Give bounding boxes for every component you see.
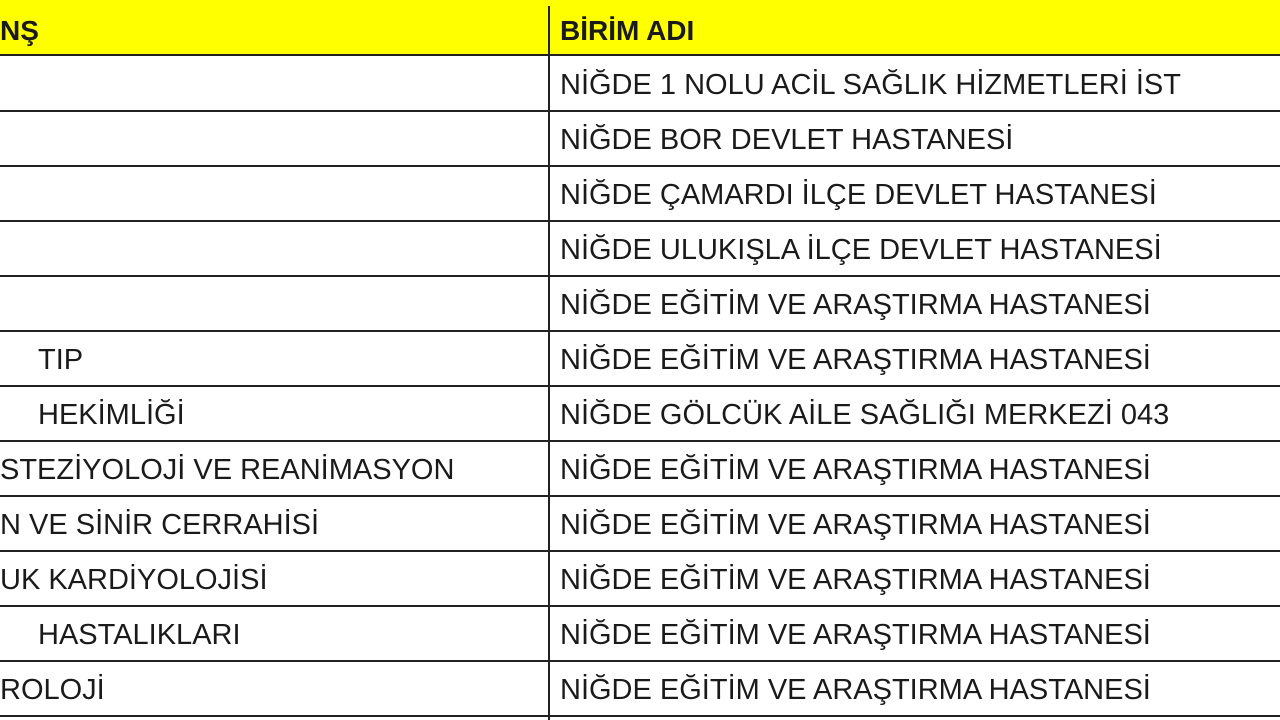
birim-adi-cell[interactable]: NİĞDE EĞİTİM VE ARAŞTIRMA HASTANESİ <box>560 289 1151 321</box>
birim-adi-cell[interactable]: NİĞDE EĞİTİM VE ARAŞTIRMA HASTANESİ <box>560 509 1151 541</box>
birim-adi-cell[interactable]: NİĞDE ÇAMARDI İLÇE DEVLET HASTANESİ <box>560 179 1157 211</box>
brans-cell[interactable]: HASTALIKLARI <box>38 619 241 651</box>
brans-cell[interactable]: N VE SİNİR CERRAHİSİ <box>0 509 320 541</box>
table-row: NİĞDE ÇAMARDI İLÇE DEVLET HASTANESİ <box>0 167 1280 222</box>
table-row: TIP NİĞDE EĞİTİM VE ARAŞTIRMA HASTANESİ <box>0 332 1280 387</box>
table-row: NİĞDE BOR DEVLET HASTANESİ <box>0 112 1280 167</box>
table-row: STEZİYOLOJİ VE REANİMASYON NİĞDE EĞİTİM V… <box>0 442 1280 497</box>
table-row: UK KARDİYOLOJİSİ NİĞDE EĞİTİM VE ARAŞTIRM… <box>0 552 1280 607</box>
birim-adi-cell[interactable]: NİĞDE 1 NOLU ACİL SAĞLIK HİZMETLERİ İST <box>560 69 1181 101</box>
table-row: NİĞDE ULUKIŞLA İLÇE DEVLET HASTANESİ <box>0 222 1280 277</box>
brans-cell[interactable]: STEZİYOLOJİ VE REANİMASYON <box>0 454 455 486</box>
header-row: NŞ BİRİM ADI <box>0 0 1280 56</box>
birim-adi-cell[interactable]: NİĞDE EĞİTİM VE ARAŞTIRMA HASTANESİ <box>560 564 1151 596</box>
brans-cell[interactable]: HEKİMLİĞİ <box>38 399 185 431</box>
birim-adi-cell[interactable]: NİĞDE GÖLCÜK AİLE SAĞLIĞI MERKEZİ 043 <box>560 399 1170 431</box>
table-row: ROLOJİ NİĞDE EĞİTİM VE ARAŞTIRMA HASTANES… <box>0 662 1280 717</box>
birim-adi-cell[interactable]: NİĞDE ULUKIŞLA İLÇE DEVLET HASTANESİ <box>560 234 1162 266</box>
brans-cell[interactable] <box>0 57 549 110</box>
brans-cell[interactable]: UK KARDİYOLOJİSİ <box>0 564 268 596</box>
birim-adi-cell[interactable]: NİĞDE EĞİTİM VE ARAŞTIRMA HASTANESİ <box>560 344 1151 376</box>
brans-cell[interactable]: ROLOJİ <box>0 674 105 706</box>
header-birim-adi[interactable]: BİRİM ADI <box>560 15 695 46</box>
table-row: HASTALIKLARI NİĞDE EĞİTİM VE ARAŞTIRMA HA… <box>0 607 1280 662</box>
brans-cell[interactable] <box>0 167 549 220</box>
brans-cell[interactable]: TIP <box>38 344 84 376</box>
brans-cell[interactable] <box>0 222 549 275</box>
header-brans[interactable]: NŞ <box>0 15 39 46</box>
birim-adi-cell[interactable]: NİĞDE EĞİTİM VE ARAŞTIRMA HASTANESİ <box>560 619 1151 651</box>
table-row: N VE SİNİR CERRAHİSİ NİĞDE EĞİTİM VE ARAŞ… <box>0 497 1280 552</box>
brans-cell[interactable] <box>0 112 549 165</box>
table-row: NİĞDE EĞİTİM VE ARAŞTIRMA HASTANESİ <box>0 277 1280 332</box>
brans-cell[interactable] <box>0 277 549 330</box>
column-divider <box>548 6 550 720</box>
table-row: HEKİMLİĞİ NİĞDE GÖLCÜK AİLE SAĞLIĞI MERKE… <box>0 387 1280 442</box>
birim-adi-cell[interactable]: NİĞDE EĞİTİM VE ARAŞTIRMA HASTANESİ <box>560 674 1151 706</box>
birim-adi-cell[interactable]: NİĞDE BOR DEVLET HASTANESİ <box>560 124 1014 156</box>
table-row: NİĞDE 1 NOLU ACİL SAĞLIK HİZMETLERİ İST <box>0 57 1280 112</box>
birim-adi-cell[interactable]: NİĞDE EĞİTİM VE ARAŞTIRMA HASTANESİ <box>560 454 1151 486</box>
